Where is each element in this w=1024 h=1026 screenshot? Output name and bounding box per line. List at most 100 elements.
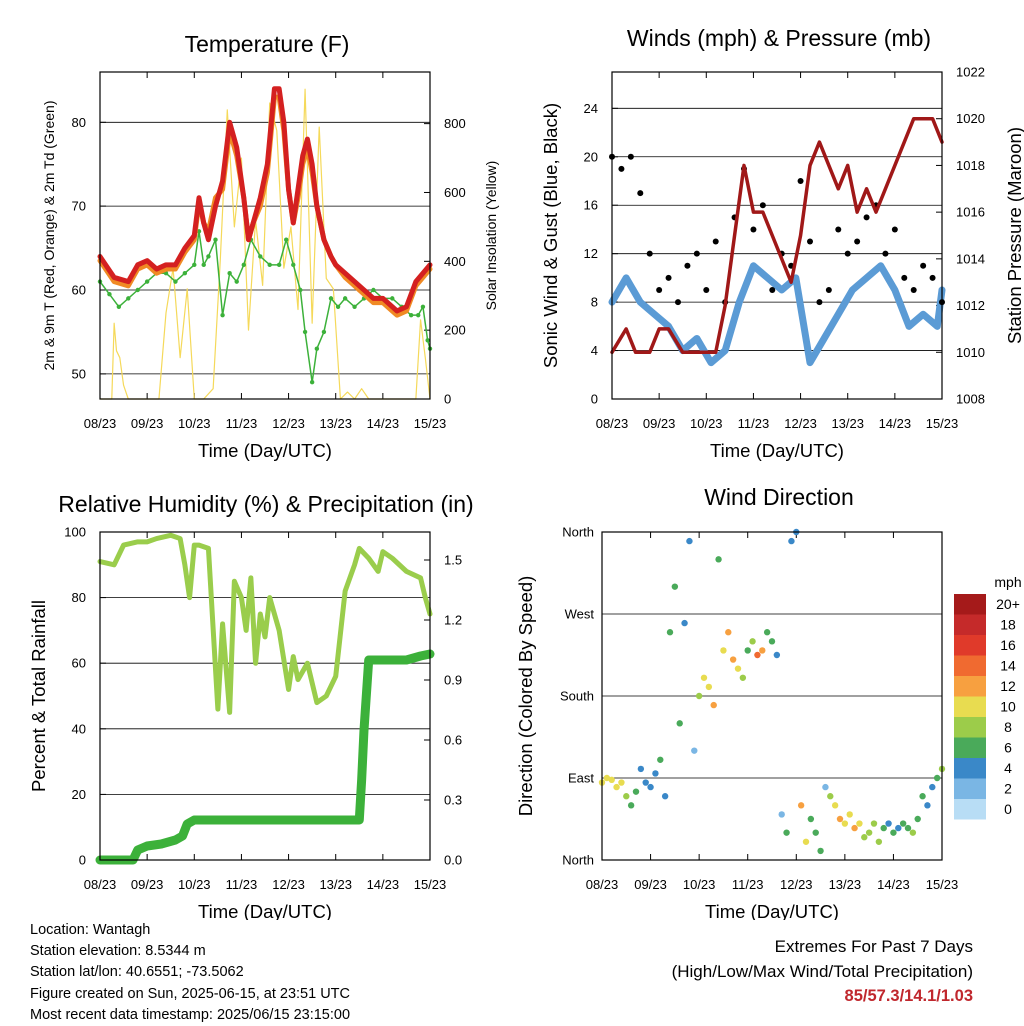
rh_precip-xtick-label: 15/23: [414, 877, 447, 892]
direction-tick-label: South: [560, 689, 594, 704]
direction-point: [831, 802, 839, 809]
colorbar-label: 14: [1000, 658, 1016, 674]
precipitation-line: [95, 649, 435, 865]
rh_precip-ytick-label-left: 60: [72, 656, 86, 671]
temperature-xtick-label: 15/23: [414, 416, 447, 431]
direction-point: [773, 651, 781, 659]
colorbar-label: 6: [1004, 740, 1012, 756]
dewpoint-point: [408, 312, 414, 318]
gust-point: [910, 287, 917, 293]
winds-y2label: Station Pressure (Maroon): [1004, 127, 1024, 344]
winds-ytick-label-left: 12: [584, 246, 598, 261]
rh-plot-frame: [99, 531, 431, 861]
location-text: Location: Wantagh: [30, 922, 151, 938]
direction-point: [632, 788, 640, 795]
winds-xtick-label: 14/23: [879, 416, 912, 431]
extremes-title: Extremes For Past 7 Days: [774, 937, 973, 956]
dewpoint-point: [425, 338, 430, 343]
direction-point: [671, 583, 679, 590]
gust-point: [665, 274, 672, 281]
colorbar-label: 10: [1000, 699, 1016, 715]
created-text: Figure created on Sun, 2025-06-15, at 23…: [30, 985, 350, 1002]
direction-point: [783, 829, 790, 836]
colorbar-label: 12: [1000, 678, 1016, 694]
extremes-values: 85/57.3/14.1/1.03: [844, 987, 973, 1005]
colorbar-label: 0: [1004, 801, 1012, 817]
colorbar-swatch: [954, 737, 986, 758]
direction-point: [899, 820, 907, 827]
direction-point: [642, 779, 649, 786]
direction-point: [885, 820, 892, 827]
dewpoint-line: [99, 230, 431, 383]
dewpoint-point: [291, 262, 296, 268]
rh_precip-xtick-label: 13/23: [319, 877, 352, 892]
gust-point: [627, 153, 634, 160]
colorbar-swatch: [954, 614, 986, 635]
direction-point: [691, 747, 698, 754]
dewpoint-point: [352, 304, 357, 309]
station-info: Location: Wantagh Station elevation: 8.5…: [30, 920, 350, 1026]
rh_precip-ytick-label-right: 0.0: [444, 853, 462, 868]
gust-point: [769, 287, 776, 293]
gust-point: [854, 238, 861, 245]
rh_precip-ytick-label-left: 20: [72, 787, 86, 802]
dewpoint-point: [276, 262, 282, 268]
colorbar-label: 2: [1004, 781, 1012, 797]
direction-point: [744, 647, 751, 654]
dewpoint-point: [135, 287, 140, 293]
gust-point: [675, 299, 681, 306]
direction-point: [710, 701, 717, 709]
dewpoint-point: [220, 312, 225, 318]
winds-xtick-label: 09/23: [643, 416, 676, 431]
gust-point: [750, 226, 757, 233]
dewpoint-point: [144, 279, 150, 284]
direction-tick-label: East: [568, 771, 594, 786]
dewpoint-point: [201, 262, 206, 268]
dewpoint-point: [206, 254, 211, 259]
rh_precip-ytick-label-right: 0.3: [444, 793, 462, 808]
direction-point: [613, 783, 620, 791]
winds-ytick-label-right: 1020: [956, 111, 985, 126]
dewpoint-point: [182, 271, 188, 276]
temperature-xtick-label: 09/23: [131, 416, 164, 431]
colorbar-swatch: [954, 758, 986, 779]
direction-point: [763, 629, 771, 636]
dewpoint-point: [335, 304, 341, 309]
dewpoint-point: [126, 296, 131, 301]
colorbar-swatch: [954, 717, 986, 738]
direction-point: [836, 815, 844, 823]
direction-point: [725, 629, 732, 636]
direction-point: [608, 776, 615, 784]
colorbar-title: mph: [994, 574, 1021, 590]
direction-point: [924, 802, 931, 809]
direction-point: [627, 802, 635, 809]
colorbar-swatch: [954, 594, 986, 615]
direction-point: [904, 824, 912, 832]
temperature-xtick-label: 13/23: [319, 416, 352, 431]
gust-point: [618, 165, 625, 172]
direction-point: [919, 793, 926, 800]
rh_precip-ytick-label-right: 0.9: [444, 673, 462, 688]
dewpoint-point: [227, 271, 232, 276]
direction-point: [715, 556, 722, 563]
gust-point: [929, 274, 936, 281]
direction-point: [895, 824, 902, 832]
rh_precip-title: Relative Humidity (%) & Precipitation (i…: [58, 491, 473, 517]
dewpoint-point: [390, 296, 395, 301]
direction-point: [666, 629, 674, 636]
sonic-wind-line: [608, 262, 946, 367]
winds-xtick-label: 10/23: [690, 416, 723, 431]
relative-humidity-line: [97, 532, 433, 715]
temperature-ytick-label-right: 200: [444, 323, 466, 338]
direction-point: [802, 838, 810, 845]
rh_precip-ytick-label-left: 40: [72, 721, 86, 736]
direction-point: [705, 683, 713, 691]
winds-ytick-label-right: 1010: [956, 345, 985, 360]
direction-point: [618, 779, 625, 786]
winds-ytick-label-right: 1014: [956, 251, 985, 266]
gust-point: [703, 287, 710, 293]
gust-point: [835, 226, 842, 233]
rh_precip-xtick-label: 10/23: [178, 877, 211, 892]
direction-point: [788, 537, 795, 545]
direction-point: [812, 829, 819, 836]
